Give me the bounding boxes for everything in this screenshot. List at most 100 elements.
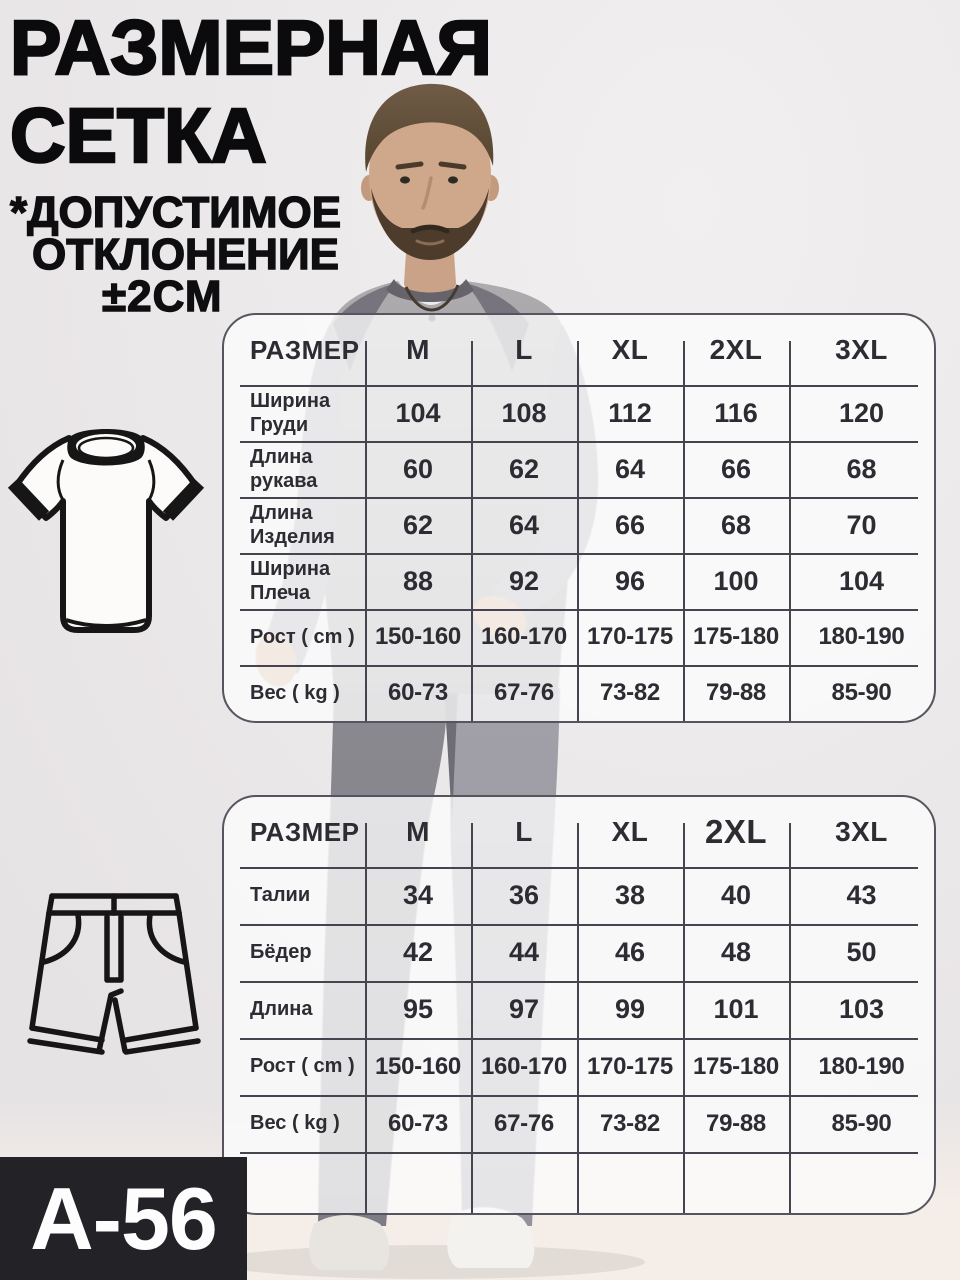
grid-line-vertical: [683, 823, 685, 1213]
row-label: Ширина Плеча: [250, 557, 331, 604]
col-header-3xl: 3XL: [835, 334, 888, 365]
grid-line-vertical: [683, 341, 685, 721]
cell-value: 85-90: [831, 679, 892, 706]
page-title-line2: СЕТКА: [9, 92, 268, 181]
cell-value: 116: [714, 397, 758, 428]
cell-value: 60-73: [388, 1109, 448, 1137]
cell-value: 79-88: [706, 679, 766, 706]
grid-line-horizontal: [240, 1152, 918, 1154]
cell-value: 68: [846, 453, 877, 484]
cell-value: 170-175: [587, 623, 673, 650]
grid-line-vertical: [789, 823, 791, 1213]
tolerance-note-line1: *ДОПУСТИМОЕ: [9, 188, 342, 237]
grid-line-vertical: [577, 823, 579, 1213]
cell-value: 67-76: [494, 679, 554, 706]
cell-value: 64: [614, 453, 646, 484]
grid-line-horizontal: [240, 1095, 918, 1097]
tolerance-note-line3: ±2СМ: [101, 272, 223, 321]
cell-value: 112: [608, 397, 652, 428]
cell-value: 92: [508, 565, 540, 596]
cell-value: 104: [838, 565, 885, 596]
cell-value: 108: [501, 397, 547, 428]
article-number: А-56: [30, 1168, 218, 1268]
cell-value: 48: [720, 937, 752, 967]
col-header-l: L: [515, 334, 533, 365]
row-label: Бёдер: [250, 941, 312, 964]
grid-line-vertical: [789, 341, 791, 721]
cell-value: 160-170: [481, 1052, 567, 1080]
cell-value: 99: [614, 994, 646, 1024]
cell-value: 60: [402, 453, 434, 484]
row-label: Ширина Груди: [250, 389, 331, 436]
grid-line-vertical: [365, 823, 367, 1213]
page-title-line1: РАЗМЕРНАЯ: [9, 4, 493, 93]
cell-value: 68: [720, 509, 752, 540]
grid-line-vertical: [365, 341, 367, 721]
cell-value: 175-180: [693, 1052, 779, 1080]
col-header-l: L: [515, 816, 533, 847]
col-header-xl: XL: [611, 334, 649, 365]
cell-value: 180-190: [818, 623, 905, 650]
shorts-icon: [27, 893, 201, 1055]
size-table-shorts: РАЗМЕР M L XL 2XL 3XL Талии 34 36 38 40 …: [222, 795, 936, 1215]
cell-value: 73-82: [600, 679, 660, 706]
cell-value: 34: [402, 880, 434, 910]
tshirt-icon: [7, 429, 205, 633]
size-table-shirt: РАЗМЕР M L XL 2XL 3XL Ширина Груди 104 1…: [222, 313, 936, 723]
cell-value: 100: [713, 565, 759, 596]
cell-value: 101: [713, 994, 759, 1024]
tolerance-note: *ДОПУСТИМОЕ ОТКЛОНЕНИЕ ±2СМ: [9, 188, 492, 321]
cell-value: 170-175: [587, 1052, 673, 1080]
row-label: Длина рукава: [250, 445, 318, 492]
cell-value: 50: [846, 937, 877, 967]
cell-value: 95: [402, 994, 434, 1024]
grid-line-horizontal: [240, 441, 918, 443]
col-header-xl: XL: [611, 816, 649, 847]
cell-value: 73-82: [600, 1109, 660, 1137]
model-head: [361, 83, 499, 322]
col-header-size: РАЗМЕР: [250, 816, 360, 847]
article-badge: А-56: [0, 1157, 247, 1280]
cell-value: 104: [395, 397, 441, 428]
model-shoes: [309, 1207, 535, 1270]
col-header-2xl: 2XL: [704, 813, 768, 850]
cell-value: 160-170: [481, 623, 567, 650]
row-label: Талии: [250, 884, 311, 907]
cell-value: 42: [402, 937, 434, 967]
tolerance-note-line2: ОТКЛОНЕНИЕ: [31, 230, 339, 279]
cell-value: 64: [508, 509, 540, 540]
row-label: Вес ( kg ): [250, 1112, 340, 1135]
grid-line-horizontal: [240, 665, 918, 667]
grid-line-horizontal: [240, 609, 918, 611]
row-label: Рост ( cm ): [250, 1055, 355, 1078]
cell-value: 120: [838, 397, 885, 428]
title-block: РАЗМЕРНАЯ СЕТКА *ДОПУСТИМОЕ ОТКЛОНЕНИЕ ±…: [9, 4, 493, 321]
grid-line-horizontal: [240, 497, 918, 499]
row-label: Вес ( kg ): [250, 681, 340, 704]
row-label: Длина: [250, 998, 313, 1021]
cell-value: 44: [508, 937, 540, 967]
grid-line-vertical: [577, 341, 579, 721]
cell-value: 70: [846, 509, 877, 540]
cell-value: 150-160: [375, 1052, 461, 1080]
cell-value: 67-76: [494, 1109, 554, 1137]
row-label: Рост ( cm ): [250, 625, 355, 648]
grid-line-horizontal: [240, 385, 918, 387]
grid-line-horizontal: [240, 553, 918, 555]
cell-value: 66: [614, 509, 646, 540]
cell-value: 62: [402, 509, 434, 540]
cell-value: 96: [614, 565, 646, 596]
col-header-size: РАЗМЕР: [250, 334, 360, 365]
cell-value: 40: [720, 880, 752, 910]
grid-line-horizontal: [240, 867, 918, 869]
col-header-2xl: 2XL: [709, 334, 763, 365]
cell-value: 62: [508, 453, 540, 484]
col-header-m: M: [406, 334, 430, 365]
grid-line-vertical: [471, 823, 473, 1213]
row-label: Длина Изделия: [250, 501, 335, 548]
cell-value: 180-190: [818, 1052, 905, 1080]
cell-value: 150-160: [375, 623, 461, 650]
cell-value: 43: [846, 880, 877, 910]
cell-value: 85-90: [831, 1109, 892, 1137]
